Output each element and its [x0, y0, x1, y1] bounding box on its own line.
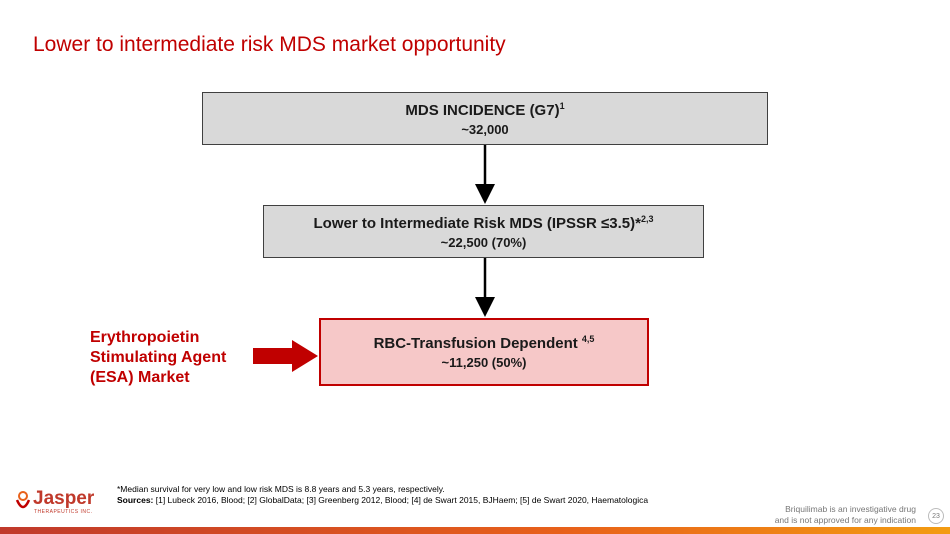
side-line: Stimulating Agent	[90, 349, 227, 366]
sources: Sources: [1] Lubeck 2016, Blood; [2] Glo…	[117, 495, 648, 505]
box-sup: 1	[559, 100, 565, 111]
disclaimer-line: Briquilimab is an investigative drug	[785, 504, 916, 514]
box: RBC-Transfusion Dependent 4,5 ~11,250 (5…	[319, 318, 649, 386]
box: Lower to Intermediate Risk MDS (IPSSR ≤3…	[263, 205, 704, 258]
box-value: ~32,000	[461, 121, 509, 137]
logo-sub: THERAPEUTICS INC.	[34, 509, 93, 515]
esa-arrow	[253, 340, 318, 372]
box-sup: 2,3	[640, 213, 654, 224]
sources-text: [1] Lubeck 2016, Blood; [2] GlobalData; …	[153, 495, 649, 505]
footnote: *Median survival for very low and low ri…	[117, 484, 445, 494]
disclaimer-line: and is not approved for any indication	[774, 515, 916, 525]
box: MDS INCIDENCE (G7)1 ~32,000	[202, 92, 768, 145]
box-label: MDS INCIDENCE (G7)	[405, 101, 560, 119]
page-number: 23	[928, 508, 944, 524]
box-value: ~11,250 (50%)	[441, 355, 527, 370]
logo-icon	[15, 491, 31, 509]
box-value: ~22,500 (70%)	[440, 234, 527, 250]
box-sup: 4,5	[581, 334, 595, 344]
box-label: RBC-Transfusion Dependent	[373, 335, 582, 352]
sources-label: Sources:	[117, 495, 154, 505]
disclaimer: Briquilimab is an investigative drug and…	[775, 504, 916, 526]
side-label: Erythropoietin Stimulating Agent (ESA) M…	[90, 328, 226, 388]
side-line: Erythropoietin	[90, 329, 200, 346]
box-label: Lower to Intermediate Risk MDS (IPSSR ≤3…	[313, 214, 641, 232]
slide-title: Lower to intermediate risk MDS market op…	[33, 33, 506, 56]
logo-name: Jasper	[33, 488, 95, 509]
footer-bar	[0, 527, 950, 534]
side-line: (ESA) Market	[90, 369, 190, 386]
